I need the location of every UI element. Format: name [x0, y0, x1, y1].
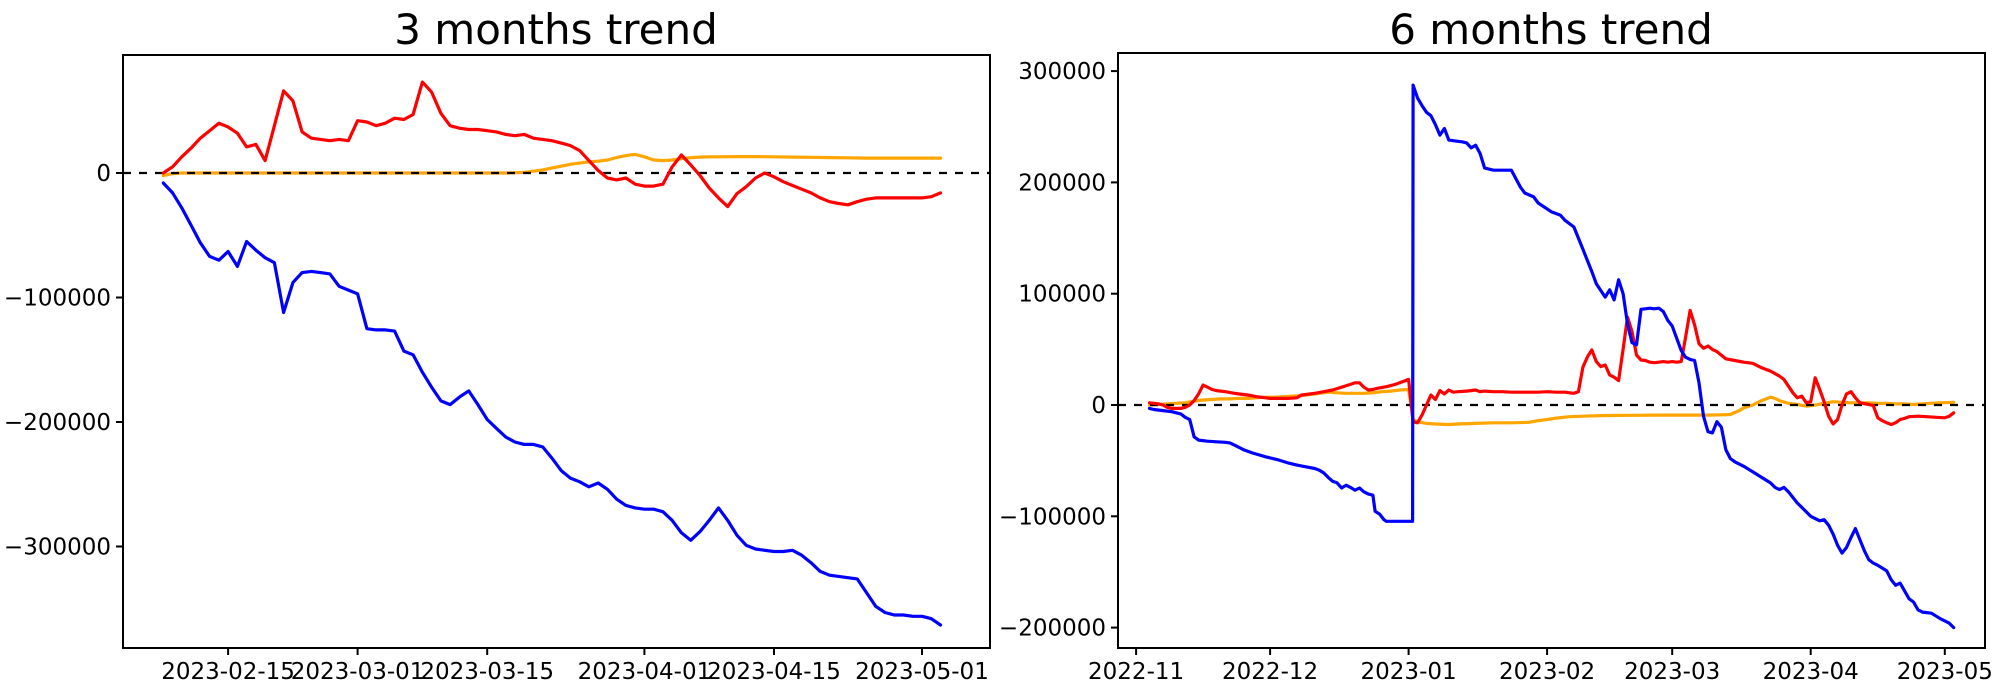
series-orange-line: [161, 152, 943, 178]
plot-border: [122, 54, 991, 649]
x-tick-label: 2022-11: [1088, 659, 1184, 685]
x-tick-label: 2023-03-15: [420, 659, 554, 685]
plot-border: [1117, 52, 1986, 649]
chart-6-months-trend: 2022-11 2022-12 2023-01 2023-02 2023-03 2023-…: [999, 52, 1993, 685]
series-blue-line: [1147, 83, 1956, 630]
y-tick-label: 0: [96, 161, 111, 187]
x-tick-label: 2023-03: [1624, 659, 1720, 685]
series-orange-line: [1147, 387, 1956, 427]
series-blue-line: [161, 181, 943, 627]
y-tick-label: 0: [1091, 393, 1106, 419]
y-tick-label: 300000: [1018, 59, 1106, 85]
x-tick-label: 2023-02-15: [161, 659, 295, 685]
chart-title-6-months: 6 months trend: [1389, 5, 1713, 54]
x-tick-label: 2023-01: [1361, 659, 1457, 685]
y-tick-label: −100000: [999, 504, 1106, 530]
y-tick-label: −200000: [999, 616, 1106, 642]
x-tick-label: 2023-04: [1763, 659, 1859, 685]
series-red-line: [161, 80, 943, 209]
x-tick-label: 2023-04-15: [707, 659, 841, 685]
x-tick-label: 2022-12: [1222, 659, 1318, 685]
x-tick-label: 2023-05-01: [855, 659, 989, 685]
x-tick-label: 2023-05: [1897, 659, 1993, 685]
chart-title-3-months: 3 months trend: [394, 5, 718, 54]
y-tick-label: −300000: [4, 535, 111, 561]
series-red-line: [1147, 308, 1956, 427]
x-tick-label: 2023-03-01: [291, 659, 425, 685]
x-tick-label: 2023-02: [1499, 659, 1595, 685]
y-tick-label: 100000: [1018, 282, 1106, 308]
y-tick-label: 200000: [1018, 170, 1106, 196]
y-tick-label: −200000: [4, 410, 111, 436]
x-tick-label: 2023-04-01: [578, 659, 712, 685]
y-tick-label: −100000: [4, 286, 111, 312]
